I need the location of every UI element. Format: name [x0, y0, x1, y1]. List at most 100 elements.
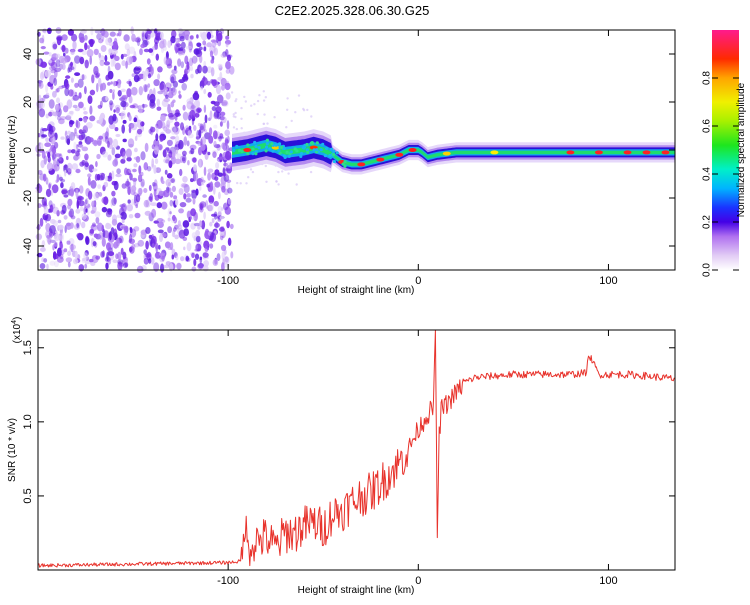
noise-blob [150, 202, 158, 207]
noise-blob [172, 126, 179, 133]
noise-blob [202, 194, 207, 198]
noise-blob [57, 219, 62, 224]
colorbar-tick-label: 0.6 [702, 119, 713, 133]
noise-blob [182, 176, 188, 183]
noise-blob [142, 103, 145, 109]
noise-blob [65, 115, 72, 121]
noise-blob [190, 222, 196, 230]
track-speckle [278, 151, 282, 155]
noise-blob [125, 180, 130, 187]
noise-blob [131, 86, 138, 96]
noise-blob [56, 35, 63, 41]
noise-blob [186, 242, 192, 252]
noise-blob [179, 202, 187, 208]
noise-blob [177, 28, 184, 34]
noise-blob [56, 256, 64, 263]
noise-blob [133, 163, 138, 168]
track-speckle [299, 151, 304, 156]
noise-speckle [250, 104, 253, 107]
noise-blob [72, 136, 75, 141]
noise-blob [181, 184, 189, 188]
noise-blob [131, 73, 136, 77]
noise-blob [213, 200, 219, 207]
noise-blob [225, 49, 229, 57]
noise-blob [201, 181, 205, 186]
spectrogram-x-tick-label: 100 [599, 275, 617, 287]
noise-blob [145, 68, 149, 77]
noise-blob [224, 256, 229, 263]
noise-blob [128, 114, 132, 122]
noise-blob [61, 34, 68, 41]
noise-blob [66, 240, 71, 245]
noise-blob [72, 40, 77, 50]
noise-blob [211, 79, 217, 87]
noise-blob [69, 244, 76, 251]
noise-blob [71, 33, 78, 42]
noise-blob [160, 31, 164, 39]
noise-blob [84, 59, 89, 69]
noise-blob [201, 136, 206, 145]
noise-blob [121, 218, 125, 224]
noise-blob [39, 37, 45, 44]
noise-blob [48, 59, 52, 64]
spectrogram-x-axis: -100 0 100 [217, 30, 618, 287]
noise-speckle [243, 95, 246, 99]
noise-blob [170, 178, 175, 184]
noise-blob [96, 82, 99, 93]
noise-blob [213, 47, 218, 56]
noise-blob [45, 177, 49, 185]
noise-blob [202, 265, 209, 272]
noise-blob [128, 233, 133, 243]
noise-blob [156, 218, 164, 222]
noise-blob [209, 50, 214, 58]
noise-blob [191, 252, 195, 258]
noise-blob [66, 99, 73, 109]
noise-blob [180, 183, 188, 188]
noise-blob [76, 232, 83, 239]
noise-blob [106, 208, 112, 213]
noise-speckle [262, 122, 266, 126]
noise-blob [133, 117, 138, 123]
noise-blob [132, 177, 138, 182]
noise-blob [182, 74, 189, 82]
noise-blob [96, 153, 101, 160]
noise-blob [171, 185, 176, 192]
noise-speckle [239, 182, 242, 185]
noise-speckle [262, 90, 265, 93]
noise-blob [157, 73, 161, 80]
noise-blob [92, 255, 95, 260]
noise-speckle [297, 94, 301, 97]
noise-blob [186, 61, 190, 70]
noise-blob [108, 42, 114, 47]
noise-blob [144, 142, 149, 153]
noise-blob [89, 105, 93, 115]
noise-blob [126, 204, 133, 212]
noise-blob [203, 260, 210, 267]
noise-blob [126, 80, 132, 85]
noise-blob [157, 66, 163, 73]
track-hotspot [623, 150, 632, 155]
noise-blob [212, 259, 219, 266]
noise-blob [99, 146, 106, 155]
noise-blob [204, 114, 208, 124]
noise-blob [120, 88, 126, 93]
noise-blob [157, 221, 164, 228]
track-speckle [328, 154, 332, 158]
noise-blob [151, 243, 155, 249]
snr-y-label: SNR (10 * v/v) [7, 418, 18, 482]
noise-blob [192, 197, 196, 205]
noise-blob [153, 164, 157, 174]
noise-blob [221, 185, 226, 193]
track-speckle [321, 142, 325, 146]
noise-blob [46, 263, 49, 270]
noise-speckle [258, 94, 261, 97]
noise-blob [173, 65, 177, 71]
noise-blob [145, 28, 152, 38]
noise-blob [220, 77, 227, 86]
noise-blob [203, 121, 206, 132]
noise-blob [189, 105, 197, 112]
noise-blob [204, 230, 211, 240]
noise-blob [37, 170, 43, 175]
noise-speckle [309, 170, 313, 174]
track-speckle [323, 154, 327, 158]
